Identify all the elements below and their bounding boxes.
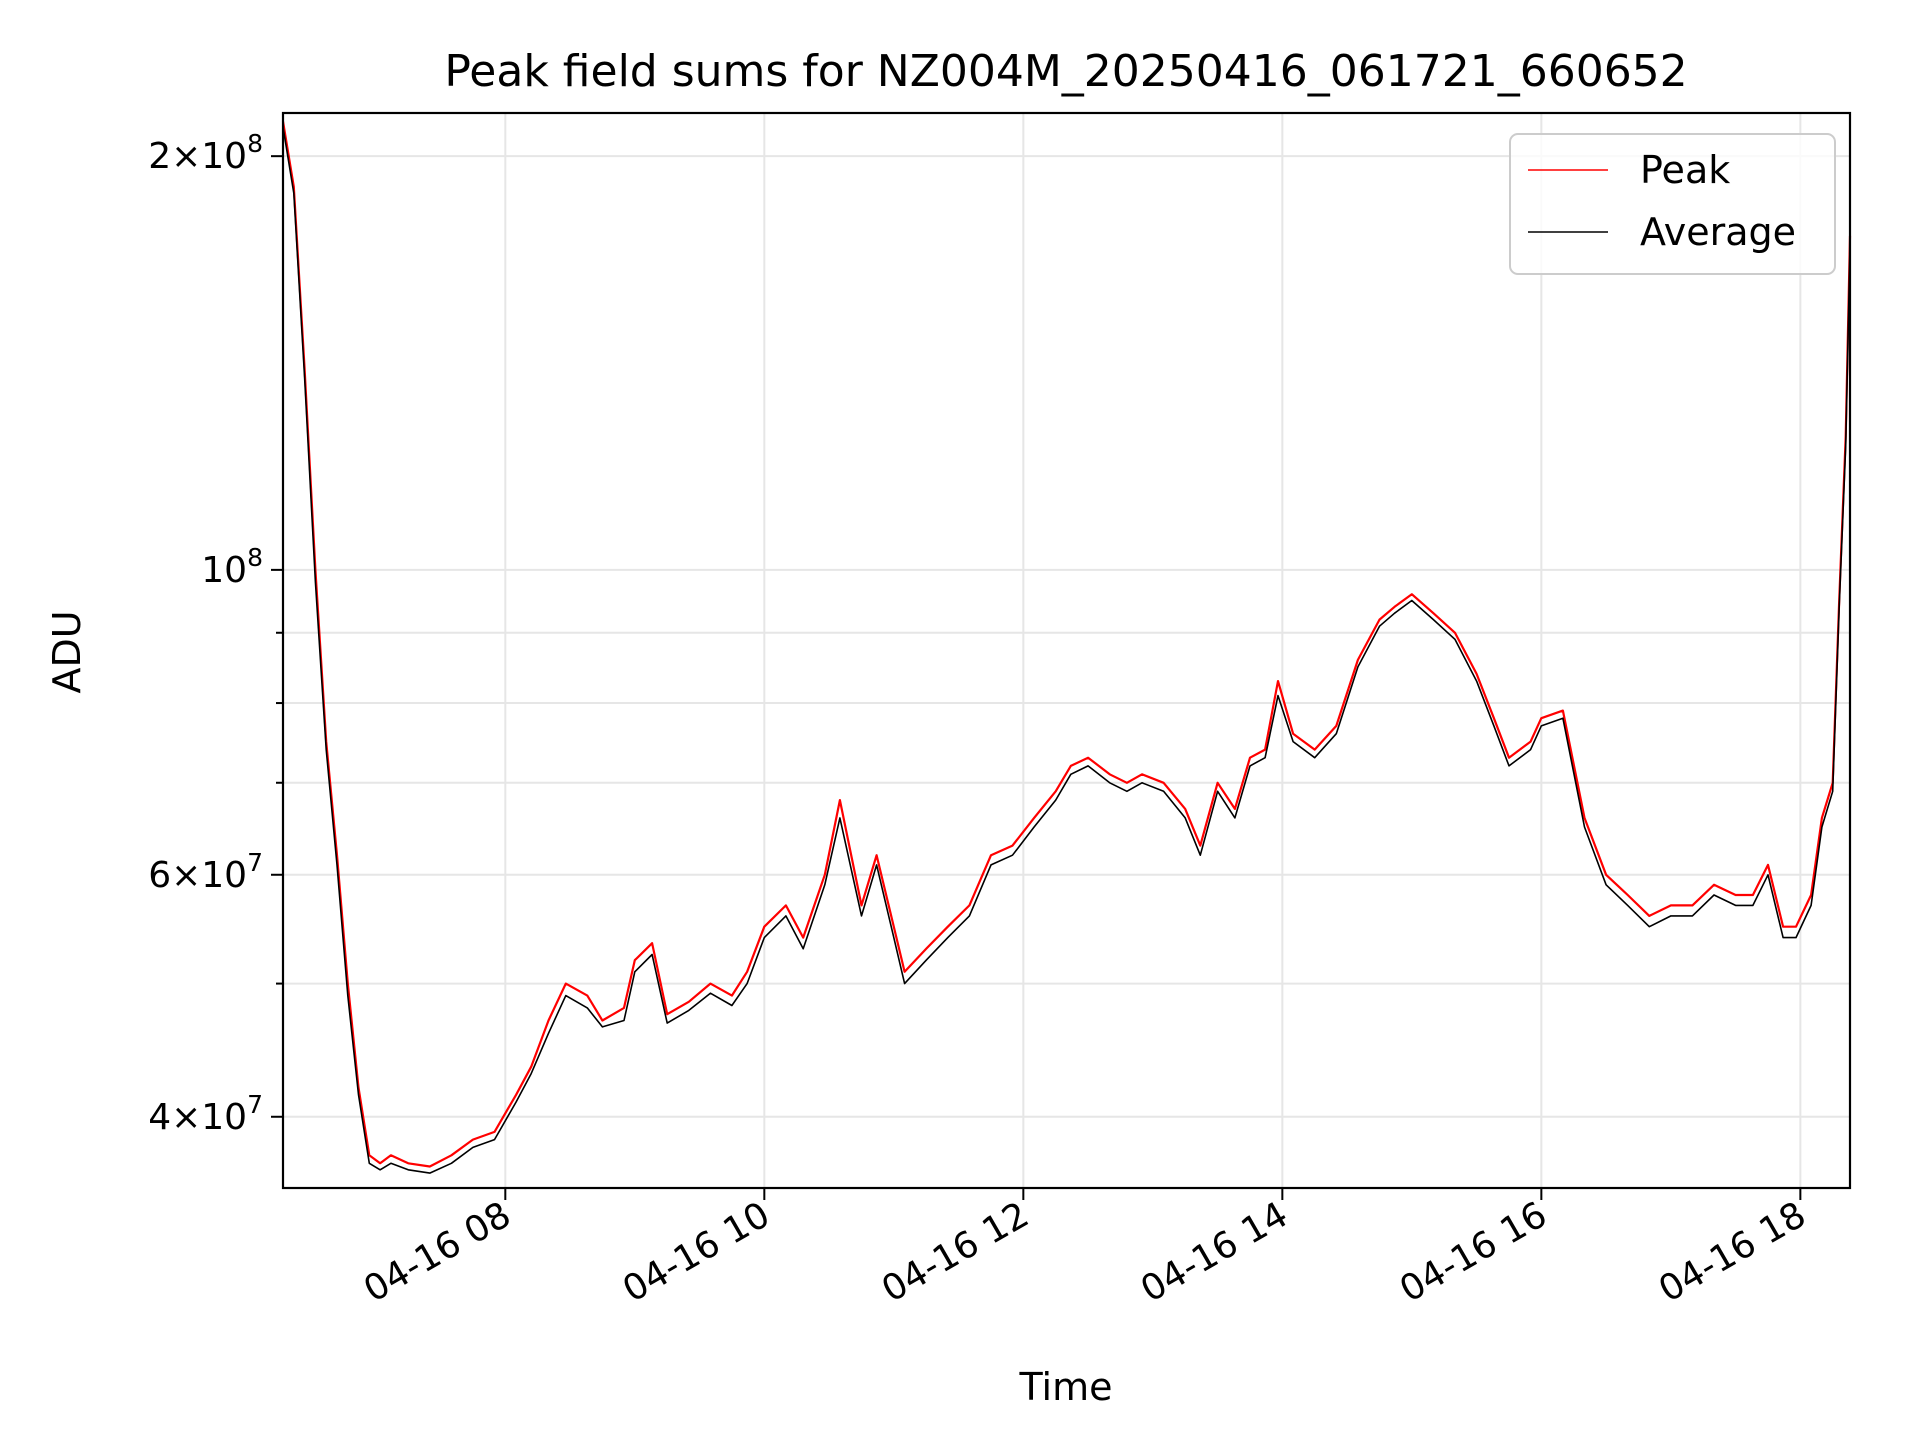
plot-frame: [281, 111, 1852, 1190]
legend: Peak Average: [1509, 133, 1836, 275]
x-tick-label: 04-16 10: [616, 1194, 777, 1310]
series-layer: [281, 121, 1852, 1174]
x-tick-label: 04-16 18: [1652, 1194, 1813, 1310]
y-axis-label: ADU: [45, 610, 89, 693]
x-axis-label: Time: [1019, 1365, 1113, 1409]
y-axis-ticks: 4×107 6×107 108 2×108: [148, 129, 283, 1138]
x-tick-label: 04-16 16: [1393, 1194, 1554, 1310]
legend-label-peak: Peak: [1640, 148, 1730, 192]
chart-title: Peak field sums for NZ004M_20250416_0617…: [444, 46, 1687, 97]
y-tick-label: 108: [201, 543, 263, 591]
y-tick-label: 4×107: [148, 1090, 263, 1138]
series-line-peak: [281, 121, 1852, 1168]
y-tick-label: 6×107: [148, 848, 263, 896]
x-axis-ticks: 04-16 08 04-16 10 04-16 12 04-16 14 04-16 16…: [357, 1188, 1813, 1311]
x-tick-label: 04-16 14: [1134, 1194, 1295, 1310]
legend-box: [1509, 133, 1836, 275]
series-line-average: [282, 126, 1851, 1174]
x-tick-label: 04-16 12: [875, 1194, 1036, 1310]
x-tick-label: 04-16 08: [357, 1194, 518, 1310]
legend-label-average: Average: [1640, 210, 1796, 254]
y-tick-label: 2×108: [148, 129, 263, 177]
